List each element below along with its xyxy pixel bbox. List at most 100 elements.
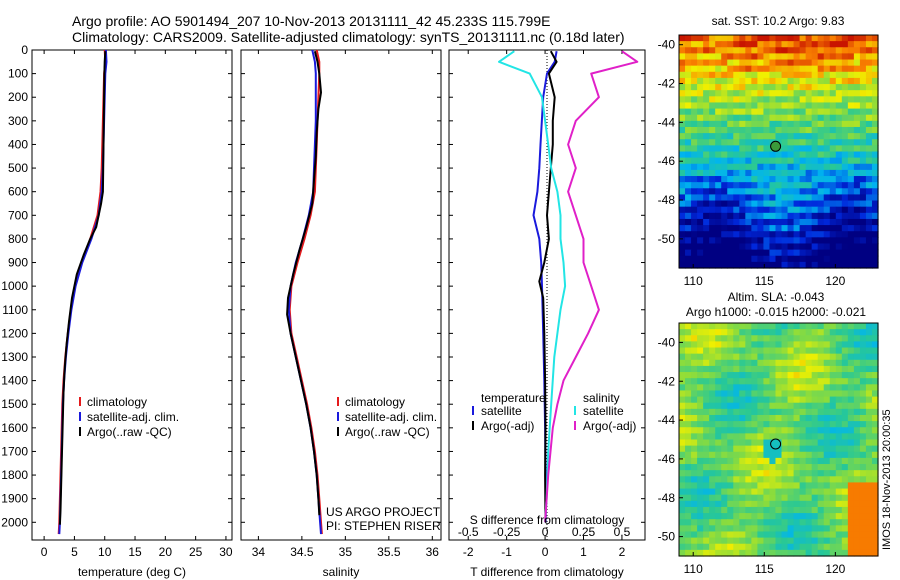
map-cell [697, 384, 704, 392]
series-line-argo-raw-qc- [58, 51, 107, 525]
map-cell [745, 218, 752, 226]
map-cell [769, 102, 777, 110]
map-cell [805, 500, 813, 508]
map-cell [757, 359, 765, 367]
map-cell [739, 519, 746, 526]
map-cell [697, 323, 704, 330]
map-cell [775, 500, 783, 508]
map-cell [781, 126, 789, 134]
map-cell [853, 249, 861, 257]
map-cell [691, 390, 698, 398]
map-cell [703, 323, 710, 330]
map-cell [811, 243, 819, 251]
map-cell [847, 402, 855, 410]
map-cell [739, 439, 746, 447]
map-cell [751, 482, 758, 490]
map-cell [775, 347, 783, 355]
map-cell [769, 482, 777, 490]
map-cell [805, 359, 813, 367]
map-cell [715, 133, 722, 140]
map-cell [811, 525, 819, 533]
map-cell [751, 408, 758, 416]
map-cell [769, 133, 777, 140]
map-cell [859, 231, 867, 238]
depth-tick-label: 1900 [1, 492, 28, 506]
map-cell [733, 200, 740, 208]
map-cell [757, 329, 765, 336]
map-cell [775, 225, 783, 232]
map-cell [697, 133, 704, 140]
map-cell [841, 506, 849, 514]
map-cell [865, 537, 873, 545]
map-cell [727, 90, 734, 97]
map-cell [829, 494, 837, 502]
map-cell [811, 237, 819, 245]
map-cell [685, 200, 692, 208]
map-cell [787, 84, 795, 91]
map-cell [847, 108, 855, 116]
map-cell [703, 372, 710, 379]
map-cell [871, 126, 879, 134]
map-cell [757, 120, 765, 128]
map-cell [853, 396, 861, 404]
map-cell [817, 163, 825, 171]
map-cell [757, 151, 765, 159]
map-cell [775, 513, 783, 520]
map-cell [859, 77, 867, 85]
map-cell [871, 96, 879, 104]
map-cell [703, 182, 710, 189]
map-cell [757, 464, 765, 471]
map-cell [805, 126, 813, 134]
map-cell [721, 329, 728, 336]
map-cell [697, 108, 704, 116]
map-cell [787, 506, 795, 514]
map-cell [709, 365, 716, 373]
map-cell [721, 414, 728, 422]
map-cell [817, 513, 825, 520]
map-cell [811, 139, 819, 146]
map-cell [799, 151, 807, 159]
map-cell [757, 457, 765, 465]
map-cell [709, 482, 716, 490]
map-cell [805, 163, 813, 171]
map-cell [853, 65, 861, 73]
map-cell [769, 225, 777, 232]
map-cell [859, 35, 867, 42]
map-cell [703, 464, 710, 471]
map-cell [871, 231, 879, 238]
map-cell [835, 359, 843, 367]
map-cell [841, 139, 849, 146]
map-cell [703, 396, 710, 404]
map-cell [817, 329, 825, 336]
map-cell [703, 365, 710, 373]
map-cell [679, 163, 686, 171]
map-cell [799, 513, 807, 520]
map-cell [727, 96, 734, 104]
map-cell [691, 169, 698, 177]
map-cell [841, 457, 849, 465]
map-cell [739, 243, 746, 251]
map-cell [685, 359, 692, 367]
map-cell [703, 90, 710, 97]
map-cell [781, 212, 789, 220]
map-cell [793, 494, 801, 502]
map-cell [709, 188, 716, 196]
map-cell [859, 225, 867, 232]
map-cell [865, 384, 873, 392]
map-cell [811, 329, 819, 336]
map-cell [853, 145, 861, 153]
map-cell [871, 365, 879, 373]
map-cell [793, 96, 801, 104]
sst-map-ticks: 110 115 120-40-42-44-46-48-50 [658, 38, 846, 288]
map-cell [853, 176, 861, 183]
map-cell [703, 506, 710, 514]
map-cell [697, 176, 704, 183]
map-cell [817, 427, 825, 434]
map-cell [691, 543, 698, 551]
map-cell [829, 414, 837, 422]
map-cell [781, 433, 789, 441]
map-cell [853, 390, 861, 398]
map-cell [733, 59, 740, 67]
map-cell [733, 439, 740, 447]
map-cell [865, 102, 873, 110]
